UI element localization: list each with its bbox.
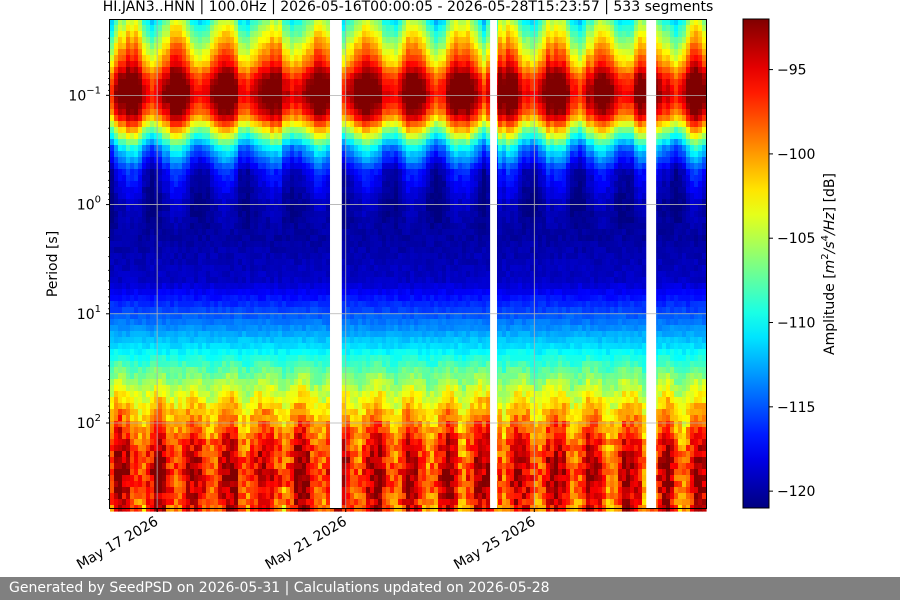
colorbar-tick-label: −115 xyxy=(777,400,815,416)
colorbar-tick-label: −100 xyxy=(777,147,815,163)
colorbar-label: Amplitude [m2/s4/Hz] [dB] xyxy=(820,173,838,355)
colorbar-tick-label: −105 xyxy=(777,231,815,247)
y-tick-label: 100 xyxy=(77,195,101,214)
x-tick-label: May 21 2026 xyxy=(263,514,350,574)
chart-title: HI.JAN3..HNN | 100.0Hz | 2026-05-16T00:0… xyxy=(103,0,714,15)
plot-frame xyxy=(109,19,707,509)
colorbar-tick-label: −95 xyxy=(777,63,807,79)
footer-bar: Generated by SeedPSD on 2026-05-31 | Cal… xyxy=(0,577,900,600)
y-axis: 10−1 100 101 102 xyxy=(68,37,110,500)
y-tick-label: 101 xyxy=(77,304,101,323)
colorbar xyxy=(742,18,770,509)
y-axis-label: Period [s] xyxy=(45,231,61,297)
footer-text: Generated by SeedPSD on 2026-05-31 | Cal… xyxy=(9,580,550,596)
data-gap xyxy=(330,19,342,508)
colorbar-ticks: −95 −100 −105 −110 −115 −120 xyxy=(769,63,815,500)
data-gap xyxy=(490,19,497,508)
data-gaps xyxy=(330,19,657,508)
x-tick-label: May 17 2026 xyxy=(74,514,161,574)
x-axis: May 17 2026 May 21 2026 May 25 2026 xyxy=(74,508,538,573)
y-tick-label: 10−1 xyxy=(68,85,101,104)
grid-lines xyxy=(110,19,706,508)
colorbar-gradient xyxy=(742,18,770,509)
x-tick-label: May 25 2026 xyxy=(451,514,538,574)
y-tick-label: 102 xyxy=(77,413,101,432)
spectrogram-heatmap xyxy=(110,19,707,512)
data-gap xyxy=(646,19,657,508)
colorbar-tick-label: −120 xyxy=(777,484,815,500)
colorbar-tick-label: −110 xyxy=(777,316,815,332)
